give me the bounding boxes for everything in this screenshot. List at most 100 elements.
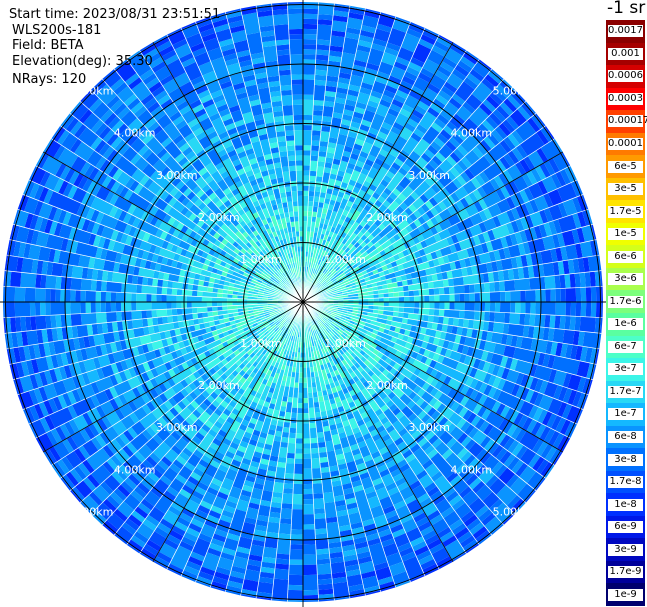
- radar-gate-cell: [348, 299, 354, 302]
- radar-gate-cell: [97, 418, 108, 432]
- radar-gate-cell: [80, 312, 97, 326]
- radar-gate-cell: [235, 146, 245, 155]
- radar-gate-cell: [213, 187, 226, 200]
- radar-gate-cell: [289, 559, 303, 565]
- radar-gate-cell: [395, 256, 407, 266]
- radar-gate-cell: [253, 67, 267, 75]
- radar-gate-cell: [247, 274, 254, 280]
- radar-gate-cell: [270, 178, 278, 185]
- radar-gate-cell: [192, 370, 201, 380]
- radar-gate-cell: [360, 570, 377, 580]
- radar-gate-cell: [549, 448, 562, 465]
- radar-gate-cell: [316, 227, 323, 239]
- radar-gate-cell: [270, 360, 277, 367]
- radar-gate-cell: [19, 375, 34, 393]
- radar-gate-cell: [472, 146, 484, 159]
- radar-gate-cell: [333, 443, 343, 451]
- radar-gate-cell: [303, 44, 317, 50]
- radar-gate-cell: [268, 173, 277, 180]
- radar-gate-cell: [408, 290, 415, 297]
- radar-gate-cell: [359, 87, 372, 96]
- radar-gate-cell: [454, 527, 470, 540]
- radar-gate-cell: [224, 144, 236, 154]
- radar-gate-cell: [527, 265, 535, 279]
- radar-gate-cell: [384, 509, 398, 520]
- radar-gate-cell: [51, 464, 62, 479]
- radar-gate-cell: [415, 123, 428, 135]
- radar-gate-cell: [249, 460, 260, 469]
- radar-gate-cell: [112, 241, 126, 254]
- radar-gate-cell: [299, 372, 303, 378]
- radar-gate-cell: [359, 349, 366, 357]
- radar-gate-cell: [375, 486, 390, 501]
- radar-gate-cell: [344, 564, 360, 572]
- radar-gate-cell: [293, 211, 299, 217]
- radar-gate-cell: [229, 72, 245, 86]
- radar-gate-cell: [290, 335, 294, 342]
- radar-gate-cell: [88, 335, 96, 348]
- radar-gate-cell: [277, 54, 291, 66]
- radar-gate-cell: [48, 406, 74, 429]
- radar-gate-cell: [186, 191, 196, 201]
- radar-gate-cell: [231, 437, 242, 446]
- radar-gate-cell: [460, 156, 473, 169]
- radar-gate-cell: [540, 126, 554, 143]
- radar-gate-cell: [420, 391, 434, 404]
- radar-gate-cell: [444, 47, 463, 65]
- radar-gate-cell: [431, 273, 438, 282]
- radar-gate-cell: [303, 468, 313, 480]
- radar-gate-cell: [243, 414, 252, 423]
- radar-gate-cell: [275, 270, 288, 284]
- radar-gate-cell: [371, 80, 387, 95]
- radar-gate-cell: [530, 114, 545, 130]
- radar-gate-cell: [292, 206, 299, 212]
- radar-gate-cell: [312, 268, 316, 274]
- radar-gate-cell: [237, 150, 247, 159]
- radar-gate-cell: [249, 352, 256, 359]
- radar-gate-cell: [264, 252, 271, 259]
- radar-gate-cell: [292, 504, 303, 510]
- radar-gate-cell: [357, 556, 373, 565]
- radar-gate-cell: [303, 423, 311, 439]
- radar-gate-cell: [346, 162, 356, 170]
- radar-gate-cell: [464, 423, 475, 436]
- radar-gate-cell: [161, 256, 169, 266]
- radar-gate-cell: [362, 432, 372, 441]
- radar-gate-cell: [188, 522, 203, 534]
- radar-gate-cell: [428, 397, 439, 408]
- radar-gate-cell: [347, 354, 354, 361]
- radar-gate-cell: [434, 413, 445, 424]
- radar-gate-cell: [291, 397, 298, 409]
- radar-gate-cell: [199, 94, 213, 104]
- radar-gate-cell: [153, 324, 160, 334]
- radar-gate-cell: [426, 375, 435, 385]
- radar-gate-cell: [316, 553, 330, 560]
- radar-gate-cell: [372, 38, 388, 48]
- radar-gate-cell: [157, 94, 171, 106]
- radar-gate-cell: [456, 417, 467, 430]
- radar-gate-cell: [130, 489, 144, 503]
- radar-gate-cell: [112, 420, 128, 436]
- radar-gate-cell: [257, 128, 268, 136]
- radar-gate-cell: [351, 271, 358, 277]
- radar-gate-cell: [319, 456, 329, 463]
- radar-gate-cell: [534, 477, 546, 491]
- radar-gate-cell: [296, 236, 300, 242]
- radar-gate-cell: [380, 191, 389, 200]
- radar-gate-cell: [264, 396, 272, 404]
- radar-gate-cell: [313, 329, 318, 336]
- radar-gate-cell: [390, 65, 406, 81]
- radar-gate-cell: [210, 538, 225, 548]
- radar-gate-cell: [303, 539, 316, 545]
- radar-gate-cell: [455, 105, 473, 122]
- radar-gate-cell: [149, 216, 159, 227]
- radar-gate-cell: [283, 321, 289, 327]
- radar-gate-cell: [354, 49, 370, 63]
- radar-gate-cell: [417, 224, 426, 234]
- radar-gate-cell: [362, 109, 376, 123]
- radar-gate-cell: [254, 118, 266, 127]
- radar-gate-cell: [48, 205, 58, 221]
- radar-gate-cell: [211, 297, 228, 302]
- radar-gate-cell: [540, 443, 553, 460]
- radar-gate-cell: [184, 376, 193, 386]
